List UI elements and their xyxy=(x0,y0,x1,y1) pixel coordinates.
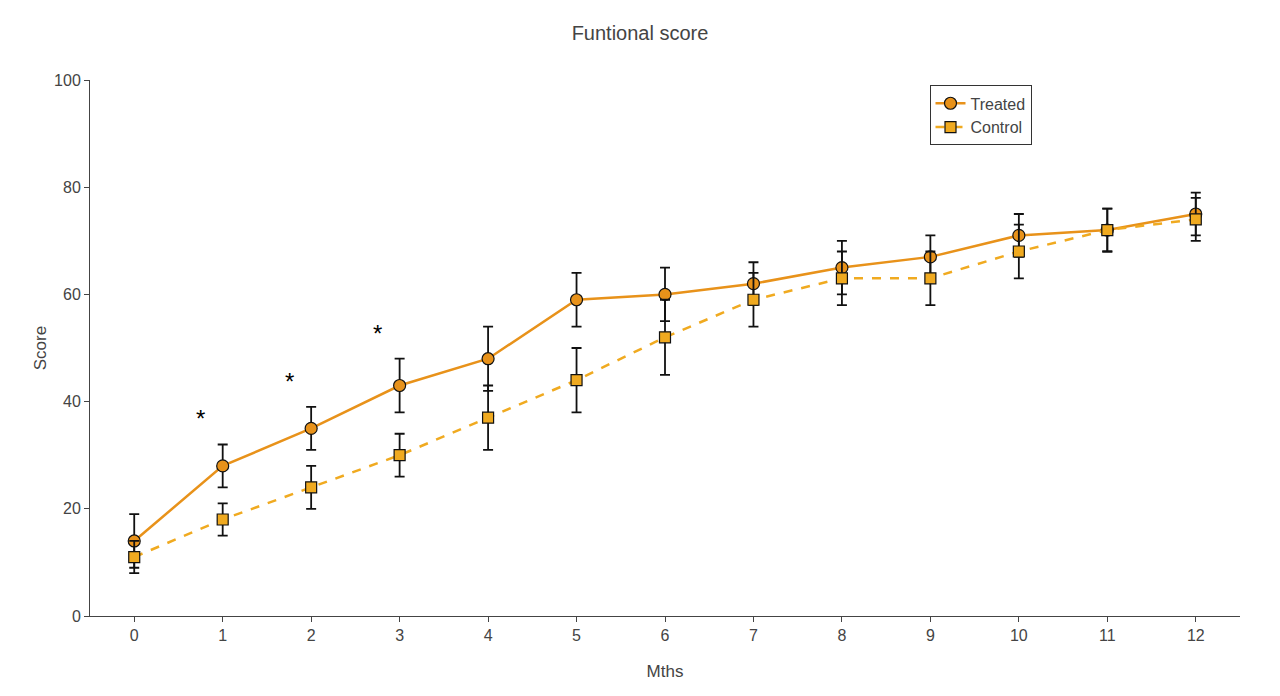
svg-text:60: 60 xyxy=(63,286,81,303)
svg-text:9: 9 xyxy=(926,627,935,644)
svg-text:6: 6 xyxy=(661,627,670,644)
svg-text:4: 4 xyxy=(484,627,493,644)
svg-text:7: 7 xyxy=(749,627,758,644)
svg-text:*: * xyxy=(196,405,205,432)
svg-text:12: 12 xyxy=(1187,627,1205,644)
svg-text:100: 100 xyxy=(54,72,81,89)
svg-text:1: 1 xyxy=(218,627,227,644)
svg-text:Control: Control xyxy=(971,119,1023,136)
svg-text:*: * xyxy=(373,320,382,347)
svg-text:Mths: Mths xyxy=(647,662,684,681)
svg-text:Treated: Treated xyxy=(971,96,1026,113)
svg-text:0: 0 xyxy=(130,627,139,644)
svg-text:8: 8 xyxy=(837,627,846,644)
svg-text:11: 11 xyxy=(1099,627,1116,644)
svg-text:Funtional score: Funtional score xyxy=(572,22,709,44)
svg-text:10: 10 xyxy=(1010,627,1028,644)
svg-text:5: 5 xyxy=(572,627,581,644)
svg-text:0: 0 xyxy=(72,608,81,625)
svg-text:80: 80 xyxy=(63,179,81,196)
svg-text:3: 3 xyxy=(395,627,404,644)
svg-text:Score: Score xyxy=(31,326,50,370)
svg-text:*: * xyxy=(285,368,294,395)
svg-text:20: 20 xyxy=(63,500,81,517)
svg-text:40: 40 xyxy=(63,393,81,410)
svg-text:2: 2 xyxy=(307,627,316,644)
